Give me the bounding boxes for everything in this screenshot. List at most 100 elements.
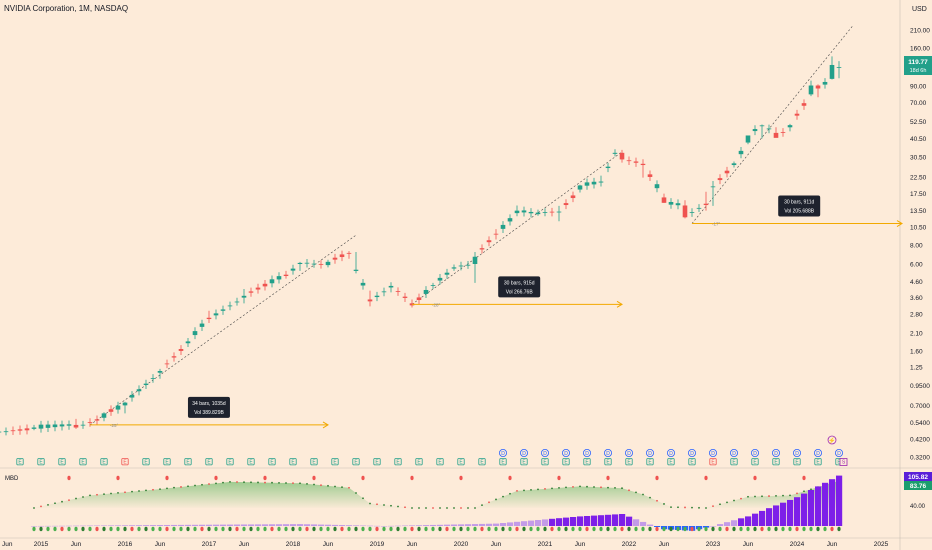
earnings-marker[interactable] [436,458,444,466]
top-signal-marker [459,475,463,481]
earnings-marker[interactable] [541,458,549,466]
earnings-marker[interactable] [373,458,381,466]
top-signal-marker [655,475,659,481]
indicator-dot [271,481,273,484]
earnings-marker[interactable] [478,458,486,466]
earnings-marker[interactable] [415,458,423,466]
dividend-marker[interactable] [625,448,634,457]
signal-marker [277,526,281,532]
candle [675,199,681,210]
dividend-marker[interactable] [541,448,550,457]
earnings-marker[interactable] [16,458,24,466]
earnings-marker[interactable] [100,458,108,466]
earnings-marker[interactable] [583,458,591,466]
earnings-marker[interactable] [499,458,507,466]
dividend-marker[interactable] [835,448,844,457]
earnings-marker[interactable] [58,458,66,466]
earnings-marker[interactable] [79,458,87,466]
dividend-marker[interactable] [751,448,760,457]
signal-marker [809,526,813,532]
dividend-marker[interactable] [498,448,507,457]
histogram-bar [801,493,808,526]
earnings-marker[interactable] [646,458,654,466]
earnings-marker[interactable] [772,458,780,466]
dividend-marker[interactable] [730,448,739,457]
dividend-marker[interactable] [562,448,571,457]
earnings-marker[interactable] [667,458,675,466]
earnings-marker[interactable] [814,458,822,466]
dividend-marker[interactable] [688,448,697,457]
candle [822,78,828,89]
earnings-marker[interactable] [142,458,150,466]
indicator-dot [355,492,357,494]
histogram-bar [724,522,731,526]
indicator-dot [537,488,539,491]
candle [108,405,114,416]
earnings-marker[interactable] [520,458,528,466]
candle-body [3,431,9,433]
earnings-marker[interactable] [184,458,192,466]
candle-body [31,427,37,429]
signal-marker [536,526,540,532]
candle-body [17,429,23,431]
candle-body [535,212,541,215]
dividend-marker[interactable] [520,448,529,457]
earnings-marker[interactable] [310,458,318,466]
earnings-marker[interactable] [562,458,570,466]
dividend-marker[interactable] [709,448,718,457]
earnings-marker[interactable] [604,458,612,466]
currency-label[interactable]: USD [912,6,927,13]
dividend-marker[interactable] [604,448,613,457]
dividend-marker[interactable] [814,448,823,457]
indicator-dot [803,490,805,493]
trend-line[interactable] [691,25,854,224]
earnings-marker[interactable] [247,458,255,466]
earnings-marker[interactable] [121,458,129,466]
candle-body [395,291,401,292]
dividend-marker[interactable] [667,448,676,457]
earnings-marker[interactable] [730,458,738,466]
earnings-marker[interactable] [163,458,171,466]
time-tick-label: 2024 [790,541,805,548]
earnings-marker[interactable] [751,458,759,466]
earnings-marker[interactable] [625,458,633,466]
lightning-icon[interactable] [827,435,837,445]
earnings-marker[interactable] [688,458,696,466]
earnings-marker[interactable] [331,458,339,466]
trend-line[interactable] [89,234,357,426]
earnings-marker[interactable] [205,458,213,466]
earnings-marker[interactable] [226,458,234,466]
indicator-dot [201,483,203,486]
histogram-bar [262,524,269,526]
earnings-letter: E [228,460,232,466]
candle [171,352,177,362]
earnings-marker[interactable] [793,458,801,466]
dividend-marker[interactable] [793,448,802,457]
split-marker[interactable] [839,458,848,466]
candle-body [423,289,429,294]
earnings-marker[interactable] [394,458,402,466]
earnings-letter: E [438,460,442,466]
dividend-marker[interactable] [646,448,655,457]
candle [563,199,569,210]
trend-line[interactable] [411,151,623,305]
candle [374,291,380,302]
earnings-marker[interactable] [352,458,360,466]
indicator-dot [523,489,525,492]
earnings-marker[interactable] [289,458,297,466]
candle [276,272,282,284]
earnings-marker[interactable] [457,458,465,466]
earnings-marker[interactable] [268,458,276,466]
candle [514,205,520,217]
candle-body [437,277,443,281]
candle [654,180,660,193]
histogram-bar [346,525,353,526]
histogram-bar [563,517,570,526]
price-tick-label: 3.60 [910,295,923,302]
signal-marker [459,526,463,532]
candle [472,252,478,283]
dividend-marker[interactable] [772,448,781,457]
earnings-marker[interactable] [709,458,717,466]
earnings-marker[interactable] [37,458,45,466]
dividend-marker[interactable] [583,448,592,457]
